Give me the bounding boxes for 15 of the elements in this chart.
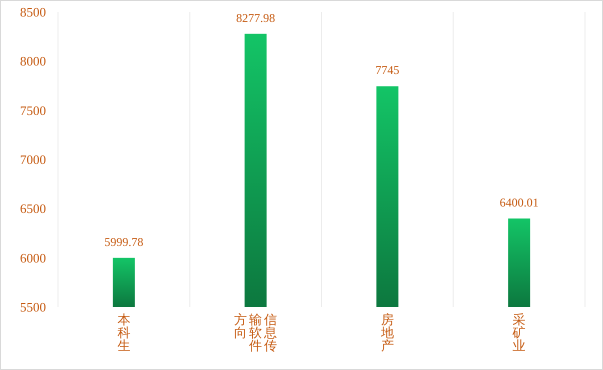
y-tick-label: 7000	[20, 152, 46, 168]
y-tick-label: 5500	[20, 300, 46, 315]
x-tick-label: 房地产	[380, 312, 394, 354]
y-tick-label: 8500	[20, 4, 46, 20]
y-tick-label: 7500	[20, 102, 46, 118]
data-label: 7745	[375, 63, 400, 78]
y-tick-label: 6000	[20, 250, 46, 266]
y-tick-label: 6500	[20, 201, 46, 216]
x-tick-label: 采矿业	[512, 313, 526, 354]
x-tick-label: 本科生	[117, 313, 130, 354]
y-tick-label: 8000	[20, 54, 46, 69]
x-tick-label: 信息传输软件方向	[234, 312, 278, 354]
data-label: 5999.78	[104, 234, 144, 249]
data-label: 6400.01	[500, 196, 539, 210]
data-label: 8277.98	[236, 10, 276, 25]
